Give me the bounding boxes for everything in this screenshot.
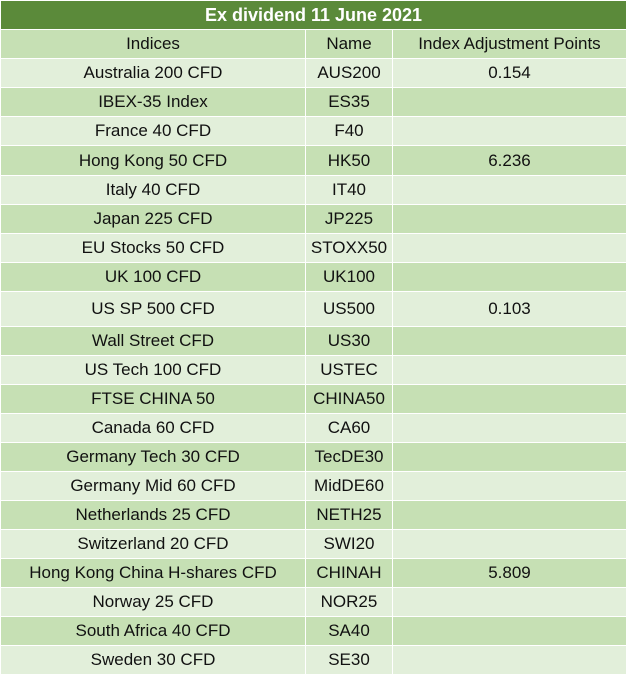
table-row: Italy 40 CFD IT40 [0, 175, 626, 205]
header-indices: Indices [0, 29, 306, 59]
table-row: Australia 200 CFD AUS200 0.154 [0, 58, 626, 88]
cell-adjustment [392, 116, 626, 146]
cell-adjustment: 5.809 [392, 558, 626, 588]
table-row: South Africa 40 CFD SA40 [0, 616, 626, 646]
cell-index: Canada 60 CFD [0, 413, 306, 443]
table-body: Australia 200 CFD AUS200 0.154 IBEX-35 Inde… [0, 58, 626, 675]
cell-index: Italy 40 CFD [0, 175, 306, 205]
cell-index: UK 100 CFD [0, 262, 306, 292]
cell-index: US Tech 100 CFD [0, 355, 306, 385]
table-row: France 40 CFD F40 [0, 116, 626, 146]
table-row: Hong Kong China H-shares CFD CHINAH 5.809 [0, 558, 626, 588]
cell-adjustment [392, 529, 626, 559]
cell-index: EU Stocks 50 CFD [0, 233, 306, 263]
cell-name: F40 [305, 116, 393, 146]
cell-name: HK50 [305, 145, 393, 176]
cell-name: SA40 [305, 616, 393, 646]
cell-name: IT40 [305, 175, 393, 205]
table-row: US SP 500 CFD US500 0.103 [0, 291, 626, 327]
cell-index: France 40 CFD [0, 116, 306, 146]
table-row: US Tech 100 CFD USTEC [0, 355, 626, 385]
table-row: Switzerland 20 CFD SWI20 [0, 529, 626, 559]
table-row: Canada 60 CFD CA60 [0, 413, 626, 443]
cell-name: JP225 [305, 204, 393, 234]
cell-name: CHINAH [305, 558, 393, 588]
table-row: Germany Tech 30 CFD TecDE30 [0, 442, 626, 472]
cell-index: Hong Kong China H-shares CFD [0, 558, 306, 588]
table-row: EU Stocks 50 CFD STOXX50 [0, 233, 626, 263]
table-row: Norway 25 CFD NOR25 [0, 587, 626, 617]
cell-adjustment: 0.154 [392, 58, 626, 88]
cell-name: US30 [305, 326, 393, 356]
cell-name: US500 [305, 291, 393, 327]
cell-index: IBEX-35 Index [0, 87, 306, 117]
cell-name: NETH25 [305, 500, 393, 530]
cell-adjustment [392, 616, 626, 646]
cell-name: CHINA50 [305, 384, 393, 414]
table-row: IBEX-35 Index ES35 [0, 87, 626, 117]
cell-adjustment [392, 645, 626, 675]
table-row: FTSE CHINA 50 CHINA50 [0, 384, 626, 414]
cell-index: Germany Mid 60 CFD [0, 471, 306, 501]
table-row: Sweden 30 CFD SE30 [0, 645, 626, 675]
cell-index: Sweden 30 CFD [0, 645, 306, 675]
cell-name: AUS200 [305, 58, 393, 88]
cell-index: Wall Street CFD [0, 326, 306, 356]
table-title: Ex dividend 11 June 2021 [0, 0, 626, 30]
table-row: Netherlands 25 CFD NETH25 [0, 500, 626, 530]
cell-adjustment [392, 262, 626, 292]
cell-adjustment [392, 471, 626, 501]
header-adjustment-points: Index Adjustment Points [392, 29, 626, 59]
cell-name: TecDE30 [305, 442, 393, 472]
cell-adjustment [392, 587, 626, 617]
cell-adjustment [392, 413, 626, 443]
cell-index: Switzerland 20 CFD [0, 529, 306, 559]
cell-adjustment: 0.103 [392, 291, 626, 327]
cell-index: Japan 225 CFD [0, 204, 306, 234]
header-row: Indices Name Index Adjustment Points [0, 29, 626, 59]
cell-name: UK100 [305, 262, 393, 292]
cell-name: STOXX50 [305, 233, 393, 263]
cell-name: SWI20 [305, 529, 393, 559]
cell-index: Norway 25 CFD [0, 587, 306, 617]
cell-adjustment [392, 87, 626, 117]
cell-index: Australia 200 CFD [0, 58, 306, 88]
table-row: Germany Mid 60 CFD MidDE60 [0, 471, 626, 501]
cell-adjustment [392, 175, 626, 205]
cell-index: Netherlands 25 CFD [0, 500, 306, 530]
cell-name: SE30 [305, 645, 393, 675]
cell-name: NOR25 [305, 587, 393, 617]
cell-adjustment [392, 355, 626, 385]
table-row: Wall Street CFD US30 [0, 326, 626, 356]
cell-adjustment [392, 500, 626, 530]
cell-adjustment [392, 442, 626, 472]
table-row: UK 100 CFD UK100 [0, 262, 626, 292]
cell-adjustment [392, 384, 626, 414]
cell-adjustment [392, 204, 626, 234]
cell-index: Hong Kong 50 CFD [0, 145, 306, 176]
title-row: Ex dividend 11 June 2021 [0, 0, 626, 30]
cell-name: MidDE60 [305, 471, 393, 501]
cell-adjustment [392, 326, 626, 356]
cell-index: US SP 500 CFD [0, 291, 306, 327]
cell-index: Germany Tech 30 CFD [0, 442, 306, 472]
cell-adjustment: 6.236 [392, 145, 626, 176]
table-row: Hong Kong 50 CFD HK50 6.236 [0, 145, 626, 176]
cell-adjustment [392, 233, 626, 263]
cell-name: USTEC [305, 355, 393, 385]
cell-index: South Africa 40 CFD [0, 616, 306, 646]
cell-name: ES35 [305, 87, 393, 117]
cell-name: CA60 [305, 413, 393, 443]
header-name: Name [305, 29, 393, 59]
table-row: Japan 225 CFD JP225 [0, 204, 626, 234]
cell-index: FTSE CHINA 50 [0, 384, 306, 414]
